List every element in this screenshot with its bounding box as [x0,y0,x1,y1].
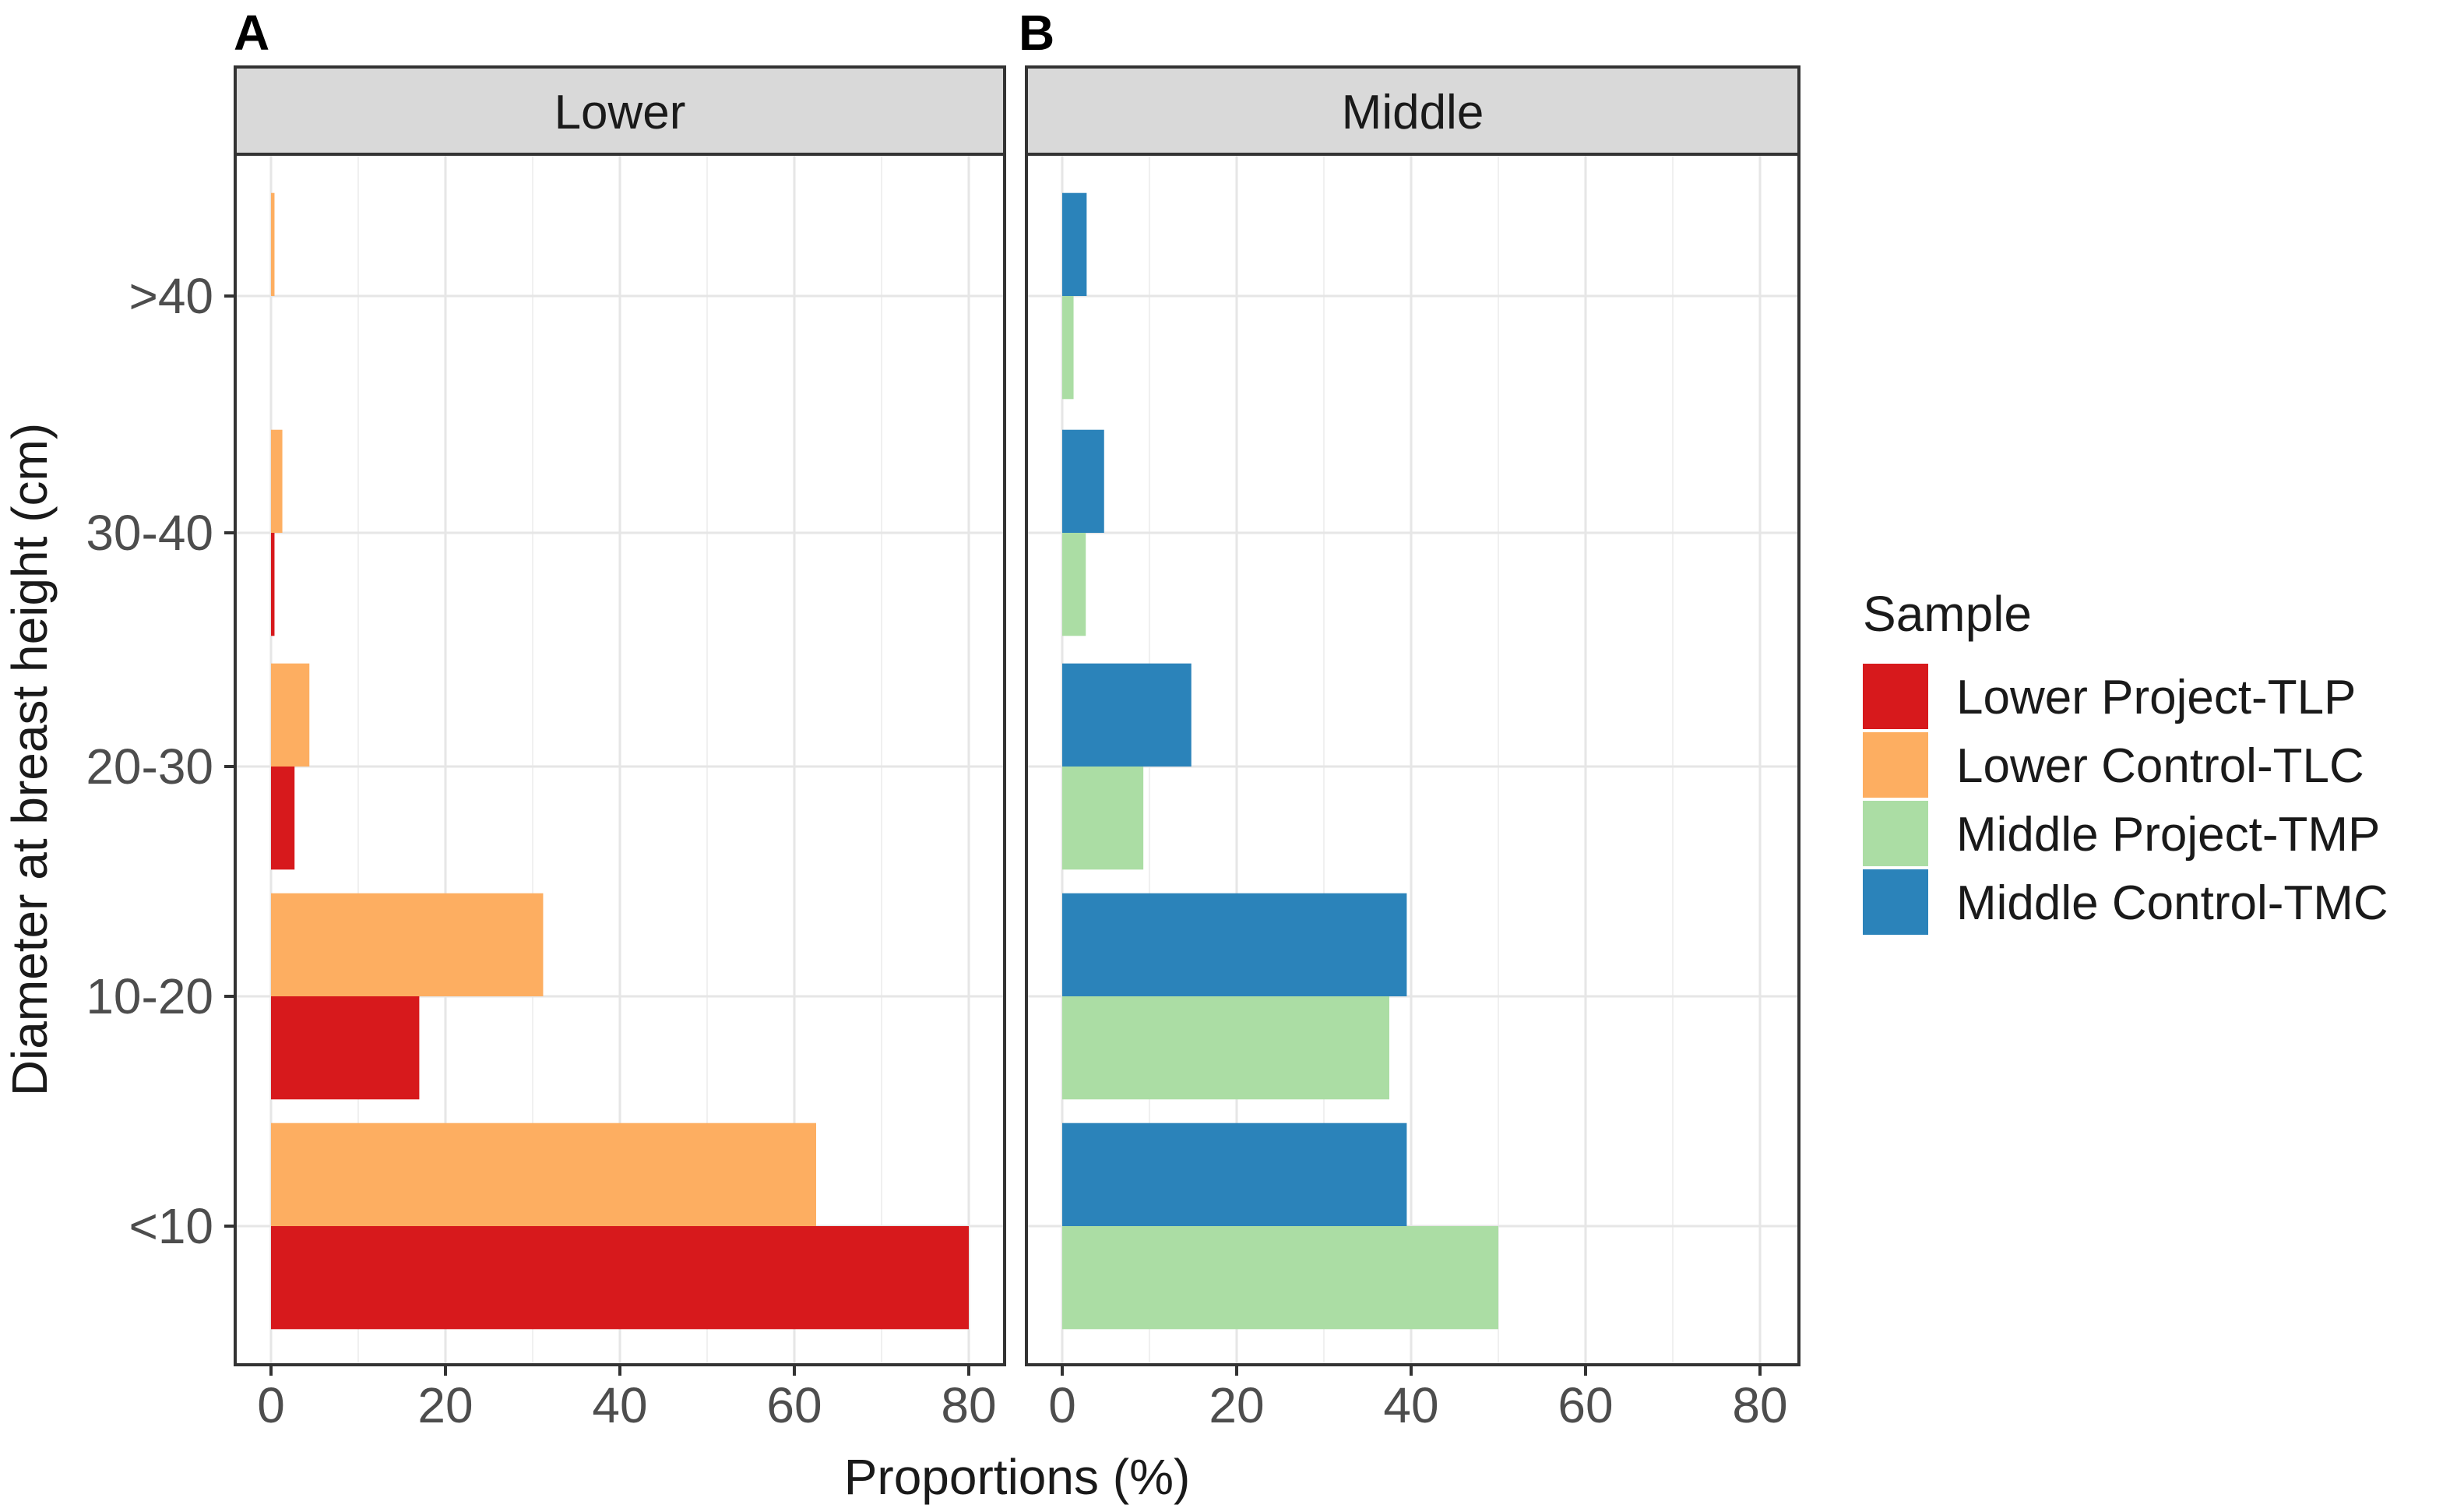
bar-middle-project-tmp-30-40 [1062,533,1086,636]
y-tick-label-10-20: 10-20 [86,968,213,1024]
legend-label-middle-project-tmp: Middle Project-TMP [1956,808,2380,862]
x-tick-label: 80 [1732,1377,1787,1433]
x-ticks-lower: 0 20 40 60 80 [257,1365,997,1433]
x-ticks-middle: 0 20 40 60 80 [1048,1365,1788,1433]
panel-middle: Middle 0 20 40 60 80 [1025,65,1800,1433]
legend-label-lower-project-tlp: Lower Project-TLP [1956,671,2356,724]
legend-swatch-middle-control-tmc [1863,869,1928,935]
panel-letter-b: B [1019,5,1054,61]
panel-letter-a: A [234,5,269,61]
bar-lower-control-tlc-20-30 [271,663,310,767]
bar-lower-control-tlc-10-20 [271,893,544,996]
bar-middle-project-tmp-lt10 [1062,1226,1498,1330]
y-tick-label-30-40: 30-40 [86,505,213,561]
bar-lower-control-tlc-gt40 [271,192,275,296]
x-tick-label: 60 [766,1377,822,1433]
x-tick-label: 0 [1048,1377,1076,1433]
y-axis: <10 10-20 20-30 30-40 >40 [86,268,235,1254]
bar-middle-control-tmc-10-20 [1062,893,1407,996]
legend-label-middle-control-tmc: Middle Control-TMC [1956,876,2388,930]
legend-title: Sample [1863,586,2032,642]
x-tick-label: 20 [417,1377,473,1433]
strip-title-lower: Lower [554,86,686,139]
y-axis-title: Diameter at breast height (cm) [2,423,58,1096]
bar-middle-project-tmp-gt40 [1062,296,1074,400]
x-tick-label: 60 [1558,1377,1613,1433]
bar-lower-control-tlc-lt10 [271,1123,816,1226]
bar-middle-control-tmc-20-30 [1062,663,1192,767]
bar-lower-project-tlp-20-30 [271,767,295,870]
x-tick-label: 20 [1209,1377,1264,1433]
legend-label-lower-control-tlc: Lower Control-TLC [1956,739,2364,793]
legend-swatch-lower-control-tlc [1863,732,1928,798]
legend: Sample Lower Project-TLP Lower Control-TL… [1863,586,2388,935]
legend-swatch-middle-project-tmp [1863,801,1928,866]
bar-lower-project-tlp-10-20 [271,996,420,1100]
bar-lower-project-tlp-30-40 [271,533,275,636]
y-tick-label-20-30: 20-30 [86,738,213,795]
bar-lower-project-tlp-lt10 [271,1226,969,1330]
panel-lower: Lower 0 20 40 60 80 [234,65,1006,1433]
x-tick-label: 0 [257,1377,285,1433]
strip-lower [234,65,1006,156]
x-tick-label: 40 [592,1377,647,1433]
bar-lower-control-tlc-30-40 [271,429,283,533]
y-tick-label-lt10: <10 [128,1198,213,1254]
bar-middle-control-tmc-30-40 [1062,429,1104,533]
bar-middle-control-tmc-lt10 [1062,1123,1407,1226]
bars-middle [1062,192,1498,1330]
x-tick-label: 40 [1383,1377,1438,1433]
bar-middle-project-tmp-20-30 [1062,767,1144,870]
bar-middle-project-tmp-10-20 [1062,996,1389,1100]
x-axis-title: Proportions (%) [844,1449,1191,1505]
legend-swatch-lower-project-tlp [1863,664,1928,729]
y-tick-label-gt40: >40 [128,268,213,324]
bar-middle-control-tmc-gt40 [1062,192,1087,296]
x-tick-label: 80 [941,1377,996,1433]
bars-lower [271,192,969,1330]
strip-title-middle: Middle [1342,86,1484,139]
